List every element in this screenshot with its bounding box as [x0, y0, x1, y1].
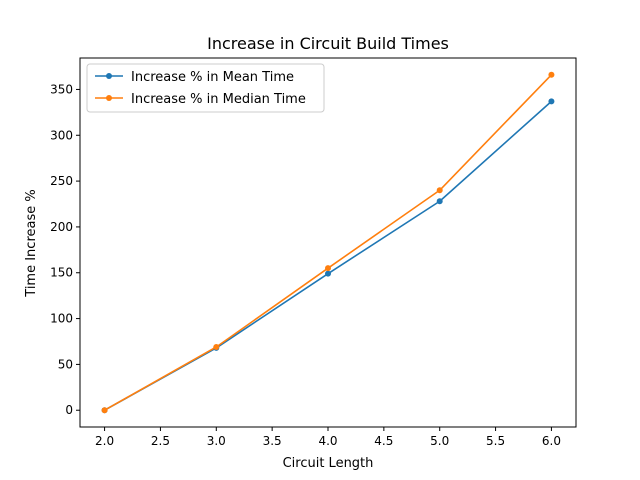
y-tick-label: 0 [65, 403, 73, 417]
y-tick-label: 50 [58, 357, 73, 371]
legend-box [86, 63, 325, 113]
series-2 [101, 71, 555, 414]
x-tick-label: 3.0 [207, 434, 226, 448]
x-tick-label: 4.5 [374, 434, 393, 448]
legend-label: Increase % in Mean Time [131, 70, 294, 85]
data-point [101, 407, 108, 414]
x-tick-label: 4.0 [318, 434, 337, 448]
legend-items: Increase % in Mean Time Increase % in Med… [95, 70, 306, 107]
x-axis: 2.0 2.5 3.0 3.5 4.0 4.5 5.0 5.5 6.0 [95, 427, 561, 448]
y-tick-label: 200 [50, 220, 73, 234]
y-axis-label: Time Increase % [24, 189, 39, 297]
x-tick-label: 2.0 [95, 434, 114, 448]
x-tick-label: 3.5 [263, 434, 282, 448]
series-layer [101, 71, 555, 414]
y-tick-label: 100 [50, 312, 73, 326]
chart-title: Increase in Circuit Build Times [207, 34, 449, 53]
legend-marker [106, 95, 112, 101]
data-point [548, 71, 555, 78]
data-point [325, 270, 331, 277]
x-tick-label: 5.0 [430, 434, 449, 448]
y-tick-label: 150 [50, 266, 73, 280]
data-point [548, 98, 555, 105]
y-tick-label: 350 [50, 82, 73, 96]
data-point [213, 343, 220, 350]
legend-item: Increase % in Mean Time [95, 70, 294, 85]
legend-item: Increase % in Median Time [95, 92, 306, 107]
x-axis-label: Circuit Length [283, 456, 374, 471]
y-tick-label: 300 [50, 128, 73, 142]
legend-label: Increase % in Median Time [131, 92, 306, 107]
x-tick-label: 5.5 [486, 434, 505, 448]
data-point [436, 187, 443, 194]
legend-marker [106, 73, 112, 79]
x-tick-label: 6.0 [542, 434, 561, 448]
y-tick-label: 250 [50, 174, 73, 188]
legend: Increase % in Mean Time Increase % in Med… [86, 63, 325, 113]
x-tick-label: 2.5 [151, 434, 170, 448]
data-point [325, 265, 331, 272]
y-axis: 0 50 100 150 200 250 300 350 [50, 82, 80, 417]
data-point [436, 198, 443, 205]
